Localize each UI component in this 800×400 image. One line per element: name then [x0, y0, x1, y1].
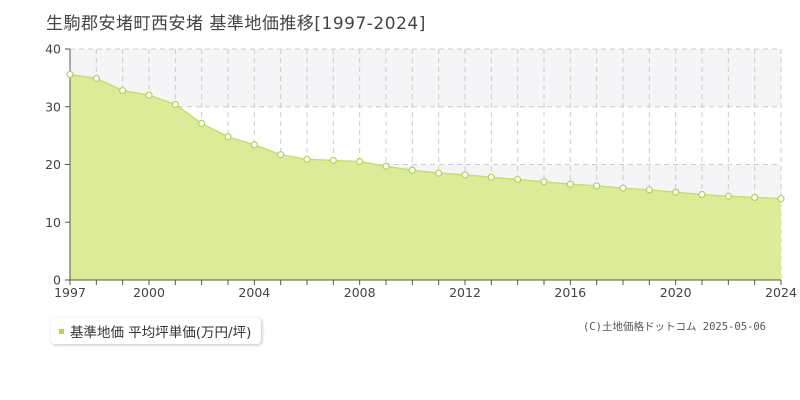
x-tick-label: 2024	[765, 285, 797, 300]
data-point	[514, 175, 522, 184]
data-point	[198, 119, 206, 128]
y-tick-label: 40	[45, 42, 61, 57]
data-point	[724, 192, 732, 200]
data-point	[145, 91, 153, 99]
data-point	[171, 100, 179, 109]
y-tick-label: 0	[53, 273, 61, 288]
x-tick-label: 2008	[344, 285, 376, 300]
data-point	[66, 70, 74, 79]
x-tick-label: 2004	[238, 285, 270, 300]
data-point	[119, 86, 127, 95]
data-point	[435, 169, 443, 177]
legend-swatch	[59, 328, 64, 334]
data-point	[566, 180, 574, 188]
x-tick-label: 2016	[554, 285, 586, 300]
data-point	[408, 166, 416, 174]
data-point	[382, 162, 390, 170]
data-point	[672, 188, 680, 196]
data-point	[277, 151, 285, 159]
data-point	[329, 156, 337, 165]
data-point	[92, 74, 100, 83]
credit-text: (C)土地価格ドットコム 2025-05-06	[582, 321, 766, 333]
x-tick-label: 1997	[54, 285, 86, 300]
x-tick-label: 2000	[133, 285, 165, 300]
data-point	[698, 190, 706, 199]
data-point	[250, 141, 258, 149]
chart-legend: 基準地価 平均坪単価(万円/坪)	[51, 318, 262, 344]
data-point	[461, 171, 469, 179]
data-point	[303, 155, 311, 163]
y-tick-label: 20	[45, 157, 61, 172]
x-tick-label: 2020	[660, 285, 692, 300]
x-tick-label: 2012	[449, 285, 481, 300]
y-tick-label: 30	[45, 99, 61, 114]
y-tick-label: 10	[45, 215, 61, 230]
grid-band	[70, 49, 781, 107]
data-point	[751, 193, 759, 202]
data-point	[540, 178, 548, 186]
data-point	[593, 182, 601, 190]
chart-title: 生駒郡安堵町西安堵 基準地価推移[1997-2024]	[46, 14, 426, 34]
series-line	[69, 73, 782, 200]
data-point	[224, 133, 232, 141]
data-point	[645, 186, 653, 194]
series-area	[70, 74, 781, 280]
data-point	[777, 194, 785, 203]
data-point	[487, 173, 495, 181]
data-point	[356, 158, 364, 166]
legend-label: 基準地価 平均坪単価(万円/坪)	[70, 325, 252, 341]
data-point	[619, 184, 627, 192]
